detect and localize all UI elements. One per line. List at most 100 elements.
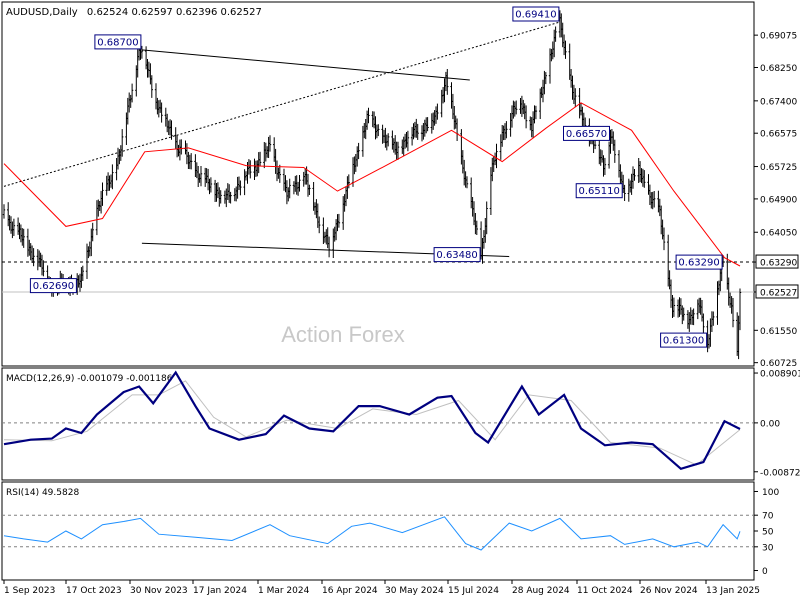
price-label-text: 0.61300 xyxy=(663,336,704,347)
price-label: 0.69410 xyxy=(512,6,560,22)
ohlc-bar xyxy=(544,72,547,85)
time-axis-label: 17 Oct 2023 xyxy=(66,586,122,596)
time-axis: 1 Sep 2023 17 Oct 2023 30 Nov 2023 17 Jan 2… xyxy=(3,580,760,596)
price-axis-label: 0.60725 xyxy=(760,359,797,369)
ohlc-bar xyxy=(387,133,390,147)
price-axis-label: 0.69075 xyxy=(760,32,797,42)
ohlc-bar xyxy=(81,265,84,281)
ohlc-bar xyxy=(623,184,626,201)
price-axis-label: 0.63290 xyxy=(760,259,797,269)
ohlc-bar xyxy=(298,175,301,192)
ohlc-bar xyxy=(653,191,656,208)
time-axis-label: 1 Mar 2024 xyxy=(258,586,310,596)
moving-average-line xyxy=(3,102,741,267)
ohlc-bar xyxy=(347,174,350,189)
ohlc-bar xyxy=(446,69,449,95)
ohlc-bar xyxy=(672,297,676,317)
price-axis-label: 0.67400 xyxy=(760,97,797,107)
ohlc-bar xyxy=(603,157,607,175)
ohlc-bar xyxy=(712,311,715,326)
price-label: 0.68700 xyxy=(94,34,142,50)
ohlc-bar xyxy=(515,100,518,115)
price-axis-label: 0.64050 xyxy=(760,229,797,239)
symbol-label: AUDUSD,Daily 0.62524 0.62597 0.62396 0.6… xyxy=(6,7,262,18)
rsi-line xyxy=(3,516,741,551)
time-axis-label: 26 Nov 2024 xyxy=(640,586,698,596)
trendline xyxy=(3,21,561,187)
price-label: 0.63480 xyxy=(433,247,481,263)
price-tag-box xyxy=(755,284,799,299)
ohlc-bar xyxy=(475,220,478,235)
price-annotations: 0.68700 0.69410 0.66570 0.65110 0.63480 0.626… xyxy=(29,6,723,348)
ohlc-bar xyxy=(101,182,104,206)
ohlc-bar xyxy=(268,135,272,152)
price-label-text: 0.62690 xyxy=(33,281,74,292)
ohlc-bar xyxy=(554,26,557,42)
ohlc-bar xyxy=(249,160,252,179)
macd-pane-frame xyxy=(1,367,755,481)
price-label-box xyxy=(575,183,623,199)
price-axis-label: 0.68250 xyxy=(760,64,797,74)
rsi-axis-label: 0 xyxy=(762,567,768,577)
ohlc-bar xyxy=(278,164,281,183)
macd-axis: 0.008901 0.00 -0.008729 xyxy=(754,370,800,478)
ohlc-bar xyxy=(111,164,114,190)
ohlc-bar xyxy=(140,45,144,59)
ohlc-bar xyxy=(426,117,429,132)
price-label: 0.65110 xyxy=(575,183,623,199)
ohlc-bar xyxy=(32,248,35,267)
price-axis: 0.69075 0.68250 0.67400 0.66575 0.65725 0.649… xyxy=(754,32,799,369)
ohlc-bar xyxy=(229,191,232,204)
price-label-box xyxy=(563,125,610,141)
ohlc-bar xyxy=(190,153,193,170)
ohlc-bar xyxy=(731,298,735,328)
ohlc-bar xyxy=(377,124,380,137)
price-pane-frame xyxy=(1,1,755,367)
ohlc-bar xyxy=(258,151,262,167)
ohlc-bar xyxy=(209,177,213,193)
time-axis-label: 1 Sep 2023 xyxy=(4,586,55,596)
moving-average-layer xyxy=(3,102,741,267)
price-label-box xyxy=(675,254,723,270)
time-axis-label: 11 Oct 2024 xyxy=(577,586,633,596)
ohlc-bar xyxy=(505,121,508,139)
current-price-tag: 0.62527 xyxy=(760,288,797,298)
ohlc-text: 0.62524 0.62597 0.62396 0.62527 xyxy=(87,7,262,18)
ohlc-bar xyxy=(534,105,538,120)
ohlc-bar xyxy=(130,83,134,103)
trendline xyxy=(141,49,470,81)
ohlc-bar xyxy=(682,307,685,321)
ohlc-bar xyxy=(288,178,291,199)
price-label-text: 0.68700 xyxy=(97,37,138,48)
ohlc-bar xyxy=(160,102,163,123)
symbol-text: AUDUSD,Daily xyxy=(6,7,78,18)
price-label-box xyxy=(94,34,142,50)
rsi-axis-label: 50 xyxy=(762,528,774,538)
ohlc-bar xyxy=(12,218,16,236)
rsi-layer xyxy=(2,514,754,551)
price-label-text: 0.63480 xyxy=(436,250,477,261)
ohlc-bar xyxy=(643,170,646,188)
rsi-axis-label: 100 xyxy=(762,488,779,498)
ohlc-bar xyxy=(2,204,6,219)
ohlc-bar xyxy=(170,120,173,140)
ohlc-bar xyxy=(738,288,742,331)
ohlc-bar xyxy=(633,169,636,181)
ohlc-bar xyxy=(91,222,94,242)
time-axis-label: 28 Aug 2024 xyxy=(512,586,570,596)
ohlc-bar xyxy=(406,130,410,152)
price-label: 0.66570 xyxy=(563,125,610,141)
price-label-box xyxy=(660,332,708,348)
time-axis-label: 15 Jul 2024 xyxy=(448,586,499,596)
price-label-text: 0.65110 xyxy=(579,186,620,197)
price-label: 0.63290 xyxy=(675,254,723,270)
ohlc-bar xyxy=(239,180,242,196)
ohlc-bar xyxy=(150,75,153,98)
ohlc-bar xyxy=(564,40,567,59)
rsi-axis-label: 30 xyxy=(762,543,774,553)
macd-layer xyxy=(2,370,754,471)
macd-title: MACD(12,26,9) -0.001079 -0.001186 xyxy=(6,374,173,384)
macd-axis-label: 0.008901 xyxy=(760,370,800,380)
ohlc-bar xyxy=(465,176,469,189)
